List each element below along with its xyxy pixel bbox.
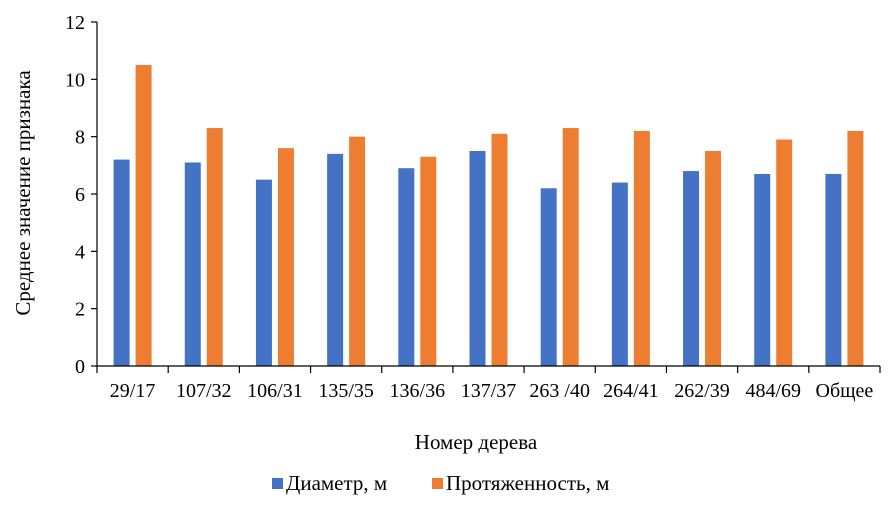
- bar-length: [847, 130, 864, 366]
- bar-length: [349, 136, 366, 366]
- bar-length: [420, 156, 437, 366]
- bar-length: [562, 128, 579, 366]
- bar-length: [206, 128, 223, 366]
- y-tick-label: 2: [75, 299, 85, 321]
- y-tick-label: 4: [75, 241, 85, 263]
- x-tick-label: Общее: [816, 380, 874, 402]
- bar-length: [705, 151, 722, 366]
- x-tick-label: 136/36: [390, 380, 446, 402]
- bar-diameter: [540, 188, 557, 366]
- y-tick-label: 0: [75, 356, 85, 378]
- x-axis: 29/17 107/32 106/31 135/35 136/36 137/37 263 /…: [96, 365, 881, 402]
- bar-diameter: [255, 179, 272, 366]
- bar-length: [776, 139, 793, 366]
- bar-diameter: [469, 151, 486, 366]
- x-tick-label: 484/69: [745, 380, 801, 402]
- legend-label-diameter: Диаметр, м: [286, 471, 387, 495]
- bar-diameter: [113, 159, 130, 366]
- x-tick-label: 264/41: [603, 380, 659, 402]
- y-axis: 0 2 4 6 8 10 12: [65, 12, 98, 378]
- x-tick-label: 262/39: [674, 380, 730, 402]
- y-tick-label: 10: [65, 69, 85, 91]
- bar-diameter: [754, 173, 771, 366]
- legend-label-length: Протяженность, м: [446, 471, 609, 495]
- bars-layer: [113, 65, 864, 366]
- bar-length: [633, 130, 650, 366]
- x-tick-label: 137/37: [461, 380, 517, 402]
- bar-diameter: [611, 182, 628, 366]
- x-tick-label: 107/32: [176, 380, 232, 402]
- y-tick-label: 12: [65, 12, 85, 34]
- legend-swatch-length: [432, 478, 443, 489]
- x-tick-label: 263 /40: [529, 380, 590, 402]
- y-tick-label: 8: [75, 127, 85, 149]
- bar-length: [135, 65, 152, 366]
- x-tick-label: 106/31: [247, 380, 303, 402]
- bar-length: [491, 133, 508, 366]
- bar-diameter: [825, 173, 842, 366]
- bar-length: [277, 148, 294, 366]
- y-tick-label: 6: [75, 184, 85, 206]
- bar-diameter: [327, 153, 344, 366]
- x-tick-label: 29/17: [110, 380, 156, 402]
- x-axis-title: Номер дерева: [415, 430, 538, 454]
- bar-diameter: [683, 171, 700, 366]
- y-axis-title: Среднее значение признака: [11, 70, 35, 316]
- bar-diameter: [398, 168, 415, 366]
- x-tick-label: 135/35: [318, 380, 374, 402]
- bar-diameter: [184, 162, 201, 366]
- legend-swatch-diameter: [272, 478, 283, 489]
- legend: Диаметр, м Протяженность, м: [272, 471, 609, 495]
